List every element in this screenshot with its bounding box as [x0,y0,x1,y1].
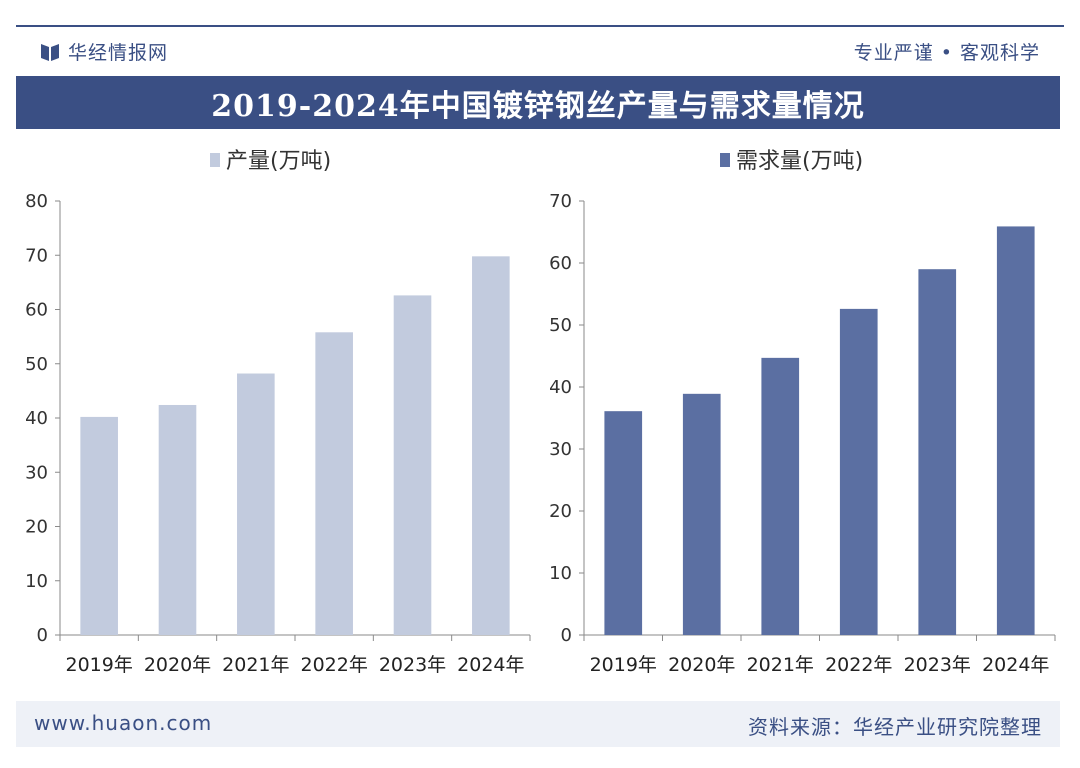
brand-logo: 华经情报网 [40,38,168,65]
slogan: 专业严谨 • 客观科学 [853,42,1040,64]
production-x-tick-label: 2019年 [65,654,132,676]
production-bar [80,416,118,635]
production-bar [472,256,510,635]
logo-text: 华经情报网 [68,42,169,64]
demand-legend-swatch [720,153,730,167]
demand-x-tick-label: 2019年 [590,654,657,676]
demand-x-tick-label: 2020年 [668,654,735,676]
production-x-tick-label: 2023年 [379,654,446,676]
top-rule [16,25,1064,27]
demand-y-tick-label: 30 [549,439,572,460]
production-y-tick-label: 0 [37,625,48,646]
demand-y-tick-label: 10 [549,563,572,584]
production-chart: 产量(万吨) 0 10 20 30 40 50 60 70 80 2019年 2020年 2021年 20… [25,149,531,676]
demand-bar [682,393,721,635]
production-y-tick-label: 30 [25,462,48,483]
demand-bar [604,411,643,635]
production-bar [393,295,432,635]
demand-x-tick-label: 2023年 [904,654,971,676]
production-y-tick-label: 80 [25,191,48,212]
production-y-tick-label: 60 [25,300,48,321]
book-icon [41,43,59,61]
production-x-tick-label: 2020年 [144,654,211,676]
demand-x-tick-label: 2022年 [825,654,892,676]
demand-y-tick-label: 40 [549,377,572,398]
demand-bar [918,269,957,635]
title-bar: 2019-2024年中国镀锌钢丝产量与需求量情况 [16,76,1060,129]
demand-y-tick-label: 70 [549,191,572,212]
production-x-tick-label: 2022年 [300,654,367,676]
production-x-tick-label: 2024年 [457,654,524,676]
production-y-tick-label: 10 [25,571,48,592]
production-x-tick-label: 2021年 [222,654,289,676]
production-y-tick-label: 40 [25,408,48,429]
demand-y-tick-label: 60 [549,253,572,274]
production-y-tick-label: 20 [25,517,48,538]
demand-legend-label: 需求量(万吨) [736,149,863,174]
demand-x-tick-label: 2021年 [747,654,814,676]
demand-bar [761,357,800,635]
demand-bar [996,226,1035,636]
demand-y-tick-label: 20 [549,501,572,522]
production-legend-label: 产量(万吨) [226,149,331,174]
footer-source: 资料来源：华经产业研究院整理 [748,715,1042,739]
demand-chart: 需求量(万吨) 0 10 20 30 40 50 60 70 2019年 2020年 2021年 202… [549,149,1056,676]
chart-title: 2019-2024年中国镀锌钢丝产量与需求量情况 [211,88,865,124]
production-bar [158,404,197,635]
production-bar [237,373,275,635]
demand-y-tick-label: 50 [549,315,572,336]
footer-url[interactable]: www.huaon.com [34,711,213,735]
production-y-tick-label: 70 [25,245,48,266]
footer: www.huaon.com 资料来源：华经产业研究院整理 [16,701,1060,747]
production-y-tick-label: 50 [25,354,48,375]
demand-bar [839,308,878,635]
production-legend-swatch [210,153,220,167]
production-bar [315,332,353,635]
demand-y-tick-label: 0 [561,625,572,646]
demand-x-tick-label: 2024年 [982,654,1049,676]
